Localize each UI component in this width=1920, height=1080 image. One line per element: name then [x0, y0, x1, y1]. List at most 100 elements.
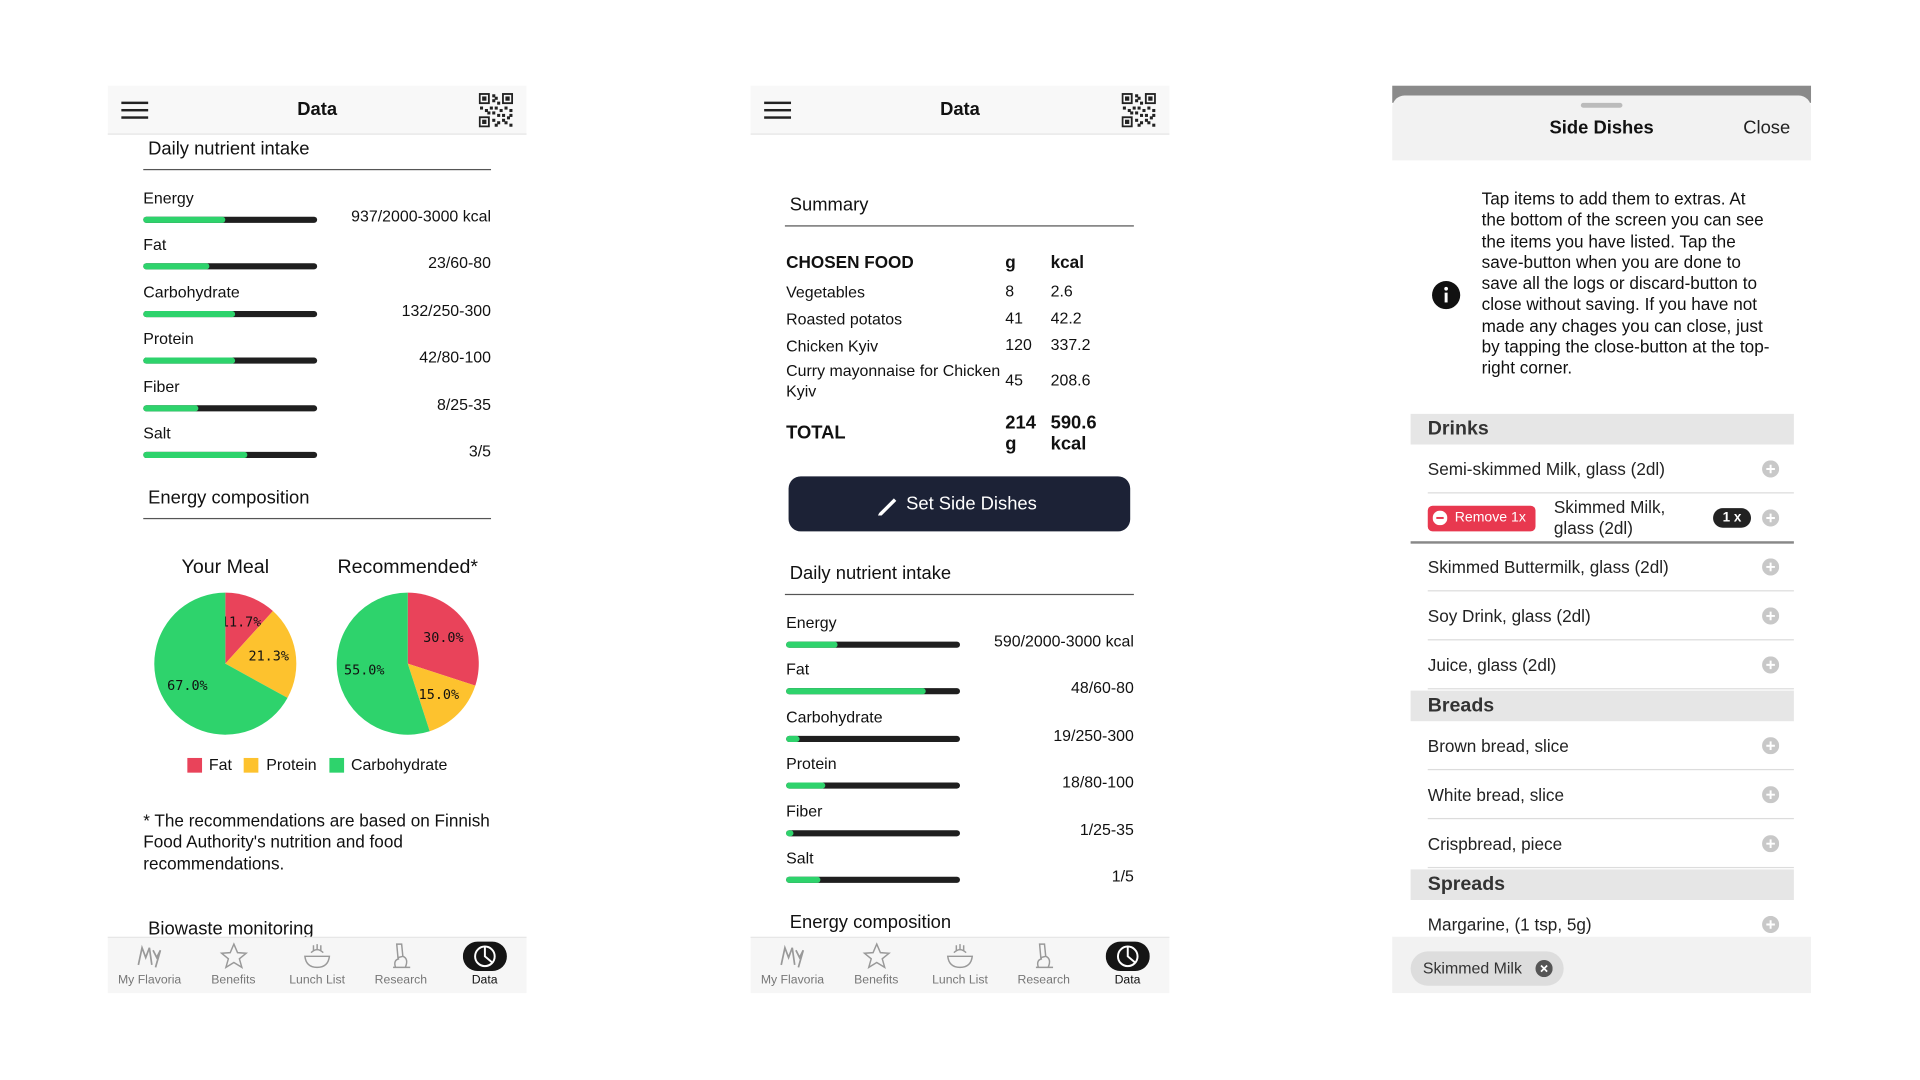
qr-button[interactable] [478, 93, 514, 128]
tab-label[interactable]: Lunch List [289, 973, 346, 987]
progress-fill [143, 216, 225, 223]
qr-module [1147, 121, 1151, 125]
table-cell: 42.2 [1050, 308, 1082, 327]
item-label: Margarine, (1 tsp, 5g) [1427, 914, 1592, 935]
add-button[interactable] [1762, 460, 1780, 478]
button-label[interactable]: Set Side Dishes [906, 493, 1037, 515]
pie-slice [154, 592, 288, 735]
tab-icon[interactable] [462, 940, 507, 972]
nutrient-value: 19/250-300 [1053, 725, 1134, 745]
legend: Fat Protein Carbohydrate [108, 754, 527, 776]
tab-icon[interactable] [1105, 940, 1150, 972]
add-button[interactable] [1762, 607, 1780, 625]
add-button[interactable] [1762, 915, 1780, 934]
qr-module [1135, 111, 1139, 115]
tab-label[interactable]: My Flavoria [117, 973, 182, 987]
tab-icon[interactable] [938, 940, 982, 972]
tab-label[interactable]: Lunch List [932, 973, 988, 987]
tab-label[interactable]: Research [374, 973, 428, 987]
progress-track [786, 829, 961, 836]
qr-finder-dot [1148, 96, 1153, 101]
chip-remove[interactable] [1535, 960, 1553, 978]
tab-icon-shape [1036, 943, 1054, 969]
remove-label[interactable]: Remove 1x [1454, 510, 1526, 526]
table-total: 214 g [1005, 412, 1036, 455]
table-cell: 45 [1005, 371, 1024, 390]
qr-module [1147, 106, 1151, 110]
pie-label: 67.0% [167, 679, 208, 694]
nutrient-name: Fat [143, 235, 167, 254]
nutrient-value: 3/5 [468, 442, 492, 461]
row-divider [1427, 768, 1794, 771]
add-button[interactable] [1762, 656, 1780, 674]
chip-remove-glyph [1540, 964, 1548, 973]
qr-module [506, 116, 511, 120]
tab-icon[interactable] [379, 940, 423, 972]
pie-slice [225, 592, 273, 664]
legend-label: Fat [208, 755, 232, 774]
add-button[interactable] [1762, 737, 1780, 755]
table-header: kcal [1050, 252, 1084, 272]
tab-icon-shape [780, 944, 805, 968]
progress-fill [786, 829, 794, 836]
add-glyph [1766, 562, 1775, 572]
tab-icon[interactable] [211, 940, 255, 972]
progress-fill [143, 404, 199, 411]
qr-module [1127, 108, 1131, 113]
row-divider [1427, 639, 1794, 641]
close-button[interactable]: Close [1743, 117, 1791, 139]
nutrient-value: 8/25-35 [437, 395, 492, 414]
tab-label[interactable]: My Flavoria [760, 973, 825, 987]
tab-icon-shape [1126, 946, 1136, 964]
tab-icon[interactable] [770, 940, 814, 972]
menu-button[interactable] [121, 100, 150, 120]
item-label: Soy Drink, glass (2dl) [1427, 606, 1591, 626]
set-side-dishes-button[interactable] [788, 476, 1131, 532]
legend-item: Carbohydrate [328, 754, 447, 776]
tab-icon[interactable] [854, 940, 898, 972]
tab-label[interactable]: Data [1114, 973, 1141, 987]
qr-finder-dot [482, 119, 487, 124]
section-heading: Energy composition [789, 912, 952, 934]
pie-label: 30.0% [423, 631, 464, 646]
legend-item: Fat [186, 754, 232, 776]
qr-module [1137, 106, 1141, 110]
qr-module [494, 106, 498, 110]
progress-track [786, 782, 961, 789]
tab-label[interactable]: Benefits [854, 973, 899, 987]
menu-button[interactable] [764, 100, 793, 120]
add-button[interactable] [1762, 558, 1780, 576]
tab-icon[interactable] [295, 940, 339, 972]
add-glyph [1766, 611, 1775, 621]
add-button[interactable] [1762, 786, 1780, 804]
tab-label[interactable]: Benefits [211, 973, 256, 987]
tab-icon-shape [393, 943, 411, 969]
qr-module [1140, 113, 1144, 117]
nutrient-value: 23/60-80 [428, 253, 492, 273]
table-cell: 2.6 [1050, 281, 1073, 301]
table-header: g [1005, 252, 1016, 272]
progress-fill [143, 451, 248, 458]
pie-slice [407, 663, 476, 732]
item-label: Skimmed Buttermilk, glass (2dl) [1427, 557, 1669, 577]
tab-label[interactable]: Data [471, 973, 498, 987]
progress-track [786, 735, 961, 742]
tab-label[interactable]: Research [1017, 973, 1070, 987]
qr-button[interactable] [1121, 93, 1156, 128]
progress-track [786, 641, 961, 648]
add-button[interactable] [1762, 835, 1780, 853]
add-glyph [1766, 660, 1775, 670]
tab-icon-shape [219, 942, 248, 969]
qr-module [509, 123, 513, 127]
tab-icon[interactable] [128, 940, 172, 972]
menu-line [764, 101, 792, 105]
qr-finder [502, 93, 514, 105]
tab-icon[interactable] [1022, 940, 1066, 972]
group-title: Drinks [1427, 418, 1489, 439]
menu-line [764, 108, 792, 112]
add-button[interactable] [1762, 509, 1780, 527]
nutrient-value: 1/25-35 [1079, 819, 1134, 839]
qr-finder [478, 93, 490, 105]
table-cell: 337.2 [1050, 335, 1091, 354]
